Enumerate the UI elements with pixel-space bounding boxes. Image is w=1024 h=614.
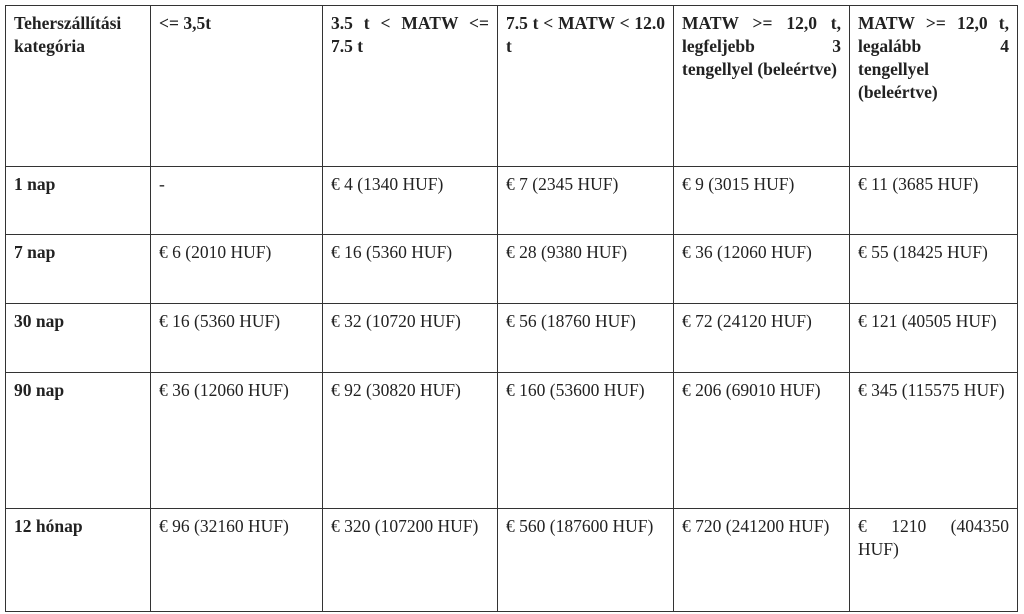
table-cell: € 7 (2345 HUF) xyxy=(497,166,674,235)
header-cell: <= 3,5t xyxy=(150,5,323,167)
table-body: Teherszállítási kategória <= 3,5t 3.5 t < … xyxy=(5,5,1018,612)
header-cell: MATW >= 12,0 t, legfeljebb 3 tengellyel … xyxy=(673,5,850,167)
table-row: 12 hónap € 96 (32160 HUF) € 320 (107200 HU… xyxy=(5,508,1018,612)
row-label: 7 nap xyxy=(5,234,151,304)
table-cell: € 32 (10720 HUF) xyxy=(322,303,498,373)
table-cell: € 9 (3015 HUF) xyxy=(673,166,850,235)
table-cell: € 36 (12060 HUF) xyxy=(673,234,850,304)
row-label: 12 hónap xyxy=(5,508,151,612)
header-cell: 7.5 t < MATW < 12.0 t xyxy=(497,5,674,167)
header-cell: Teherszállítási kategória xyxy=(5,5,151,167)
header-cell: MATW >= 12,0 t, legalább 4 tengellyel (b… xyxy=(849,5,1018,167)
table-cell: € 36 (12060 HUF) xyxy=(150,372,323,509)
table-cell: - xyxy=(150,166,323,235)
table-row: 90 nap € 36 (12060 HUF) € 92 (30820 HUF) € … xyxy=(5,372,1018,509)
table-cell: € 560 (187600 HUF) xyxy=(497,508,674,612)
table-cell: € 320 (107200 HUF) xyxy=(322,508,498,612)
table-cell: € 720 (241200 HUF) xyxy=(673,508,850,612)
header-row: Teherszállítási kategória <= 3,5t 3.5 t < … xyxy=(5,5,1018,167)
table-cell: € 96 (32160 HUF) xyxy=(150,508,323,612)
table-cell: € 28 (9380 HUF) xyxy=(497,234,674,304)
table-cell: € 92 (30820 HUF) xyxy=(322,372,498,509)
table-cell: € 206 (69010 HUF) xyxy=(673,372,850,509)
table-cell: € 11 (3685 HUF) xyxy=(849,166,1018,235)
row-label: 1 nap xyxy=(5,166,151,235)
header-cell: 3.5 t < MATW <= 7.5 t xyxy=(322,5,498,167)
toll-table: Teherszállítási kategória <= 3,5t 3.5 t < … xyxy=(5,5,1018,612)
table-cell: € 16 (5360 HUF) xyxy=(322,234,498,304)
table-row: 7 nap € 6 (2010 HUF) € 16 (5360 HUF) € 28 (… xyxy=(5,234,1018,304)
table-row: 1 nap - € 4 (1340 HUF) € 7 (2345 HUF) € 9 (3… xyxy=(5,166,1018,235)
table-cell: € 56 (18760 HUF) xyxy=(497,303,674,373)
table-cell: € 6 (2010 HUF) xyxy=(150,234,323,304)
table-cell: € 1210 (404350 HUF) xyxy=(849,508,1018,612)
table-cell: € 160 (53600 HUF) xyxy=(497,372,674,509)
table-row: 30 nap € 16 (5360 HUF) € 32 (10720 HUF) € 5… xyxy=(5,303,1018,373)
table-cell: € 345 (115575 HUF) xyxy=(849,372,1018,509)
table-cell: € 55 (18425 HUF) xyxy=(849,234,1018,304)
table-cell: € 72 (24120 HUF) xyxy=(673,303,850,373)
table-cell: € 16 (5360 HUF) xyxy=(150,303,323,373)
table-cell: € 4 (1340 HUF) xyxy=(322,166,498,235)
row-label: 30 nap xyxy=(5,303,151,373)
table-cell: € 121 (40505 HUF) xyxy=(849,303,1018,373)
row-label: 90 nap xyxy=(5,372,151,509)
